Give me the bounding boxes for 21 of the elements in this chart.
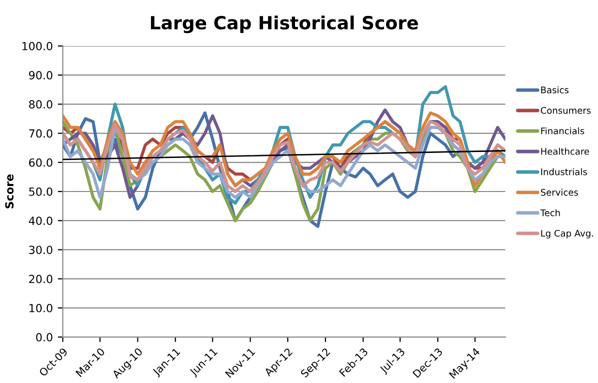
y-tick-label: 60.0 bbox=[29, 158, 52, 167]
y-tick-label: 50.0 bbox=[29, 187, 52, 196]
legend-label: Healthcare bbox=[541, 148, 590, 155]
legend-label: Consumers bbox=[540, 107, 591, 114]
y-tick-label: 80.0 bbox=[29, 100, 52, 109]
legend-label: Industrials bbox=[541, 168, 587, 176]
y-tick-label: 70.0 bbox=[29, 129, 52, 138]
y-tick-label: 100.0 bbox=[22, 42, 52, 50]
legend-label: Tech bbox=[540, 209, 560, 216]
y-axis-title: Score bbox=[5, 174, 14, 208]
chart-title: Large Cap Historical Score bbox=[150, 16, 418, 34]
y-tick-label: 0.0 bbox=[36, 333, 52, 342]
y-tick-label: 90.0 bbox=[29, 71, 52, 80]
y-tick-label: 30.0 bbox=[29, 246, 52, 254]
legend-label: Lg Cap Avg. bbox=[541, 230, 594, 238]
y-tick-label: 20.0 bbox=[29, 274, 52, 284]
legend-label: Financials bbox=[541, 127, 584, 134]
legend-label: Services bbox=[540, 188, 578, 196]
y-tick-label: 10.0 bbox=[30, 304, 52, 312]
legend-label: Basics bbox=[541, 86, 569, 94]
y-tick-label: 40.0 bbox=[28, 216, 52, 225]
